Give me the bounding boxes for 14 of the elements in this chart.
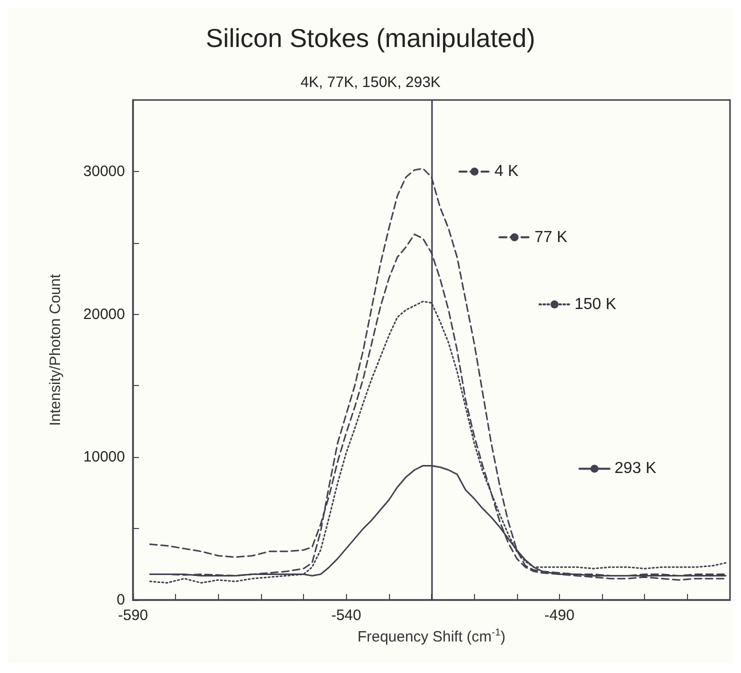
legend-label: 4 K	[494, 163, 519, 180]
chart-title: Silicon Stokes (manipulated)	[206, 23, 536, 53]
y-tick-label: 20000	[83, 306, 125, 323]
y-axis-title: Intensity/Photon Count	[47, 273, 64, 426]
y-tick-label: 30000	[83, 162, 125, 180]
legend-label: 293 K	[614, 460, 657, 478]
y-tick-label: 0	[116, 592, 125, 608]
y-tick-label: 10000	[83, 448, 125, 466]
legend-label: 150 K	[574, 296, 617, 313]
x-tick-label: -590	[118, 607, 148, 624]
chart-subtitle: 4K, 77K, 150K, 293K	[300, 74, 441, 91]
legend-label: 77 K	[534, 228, 568, 246]
x-tick-label: -490	[544, 607, 574, 624]
x-tick-label: -540	[331, 607, 362, 624]
